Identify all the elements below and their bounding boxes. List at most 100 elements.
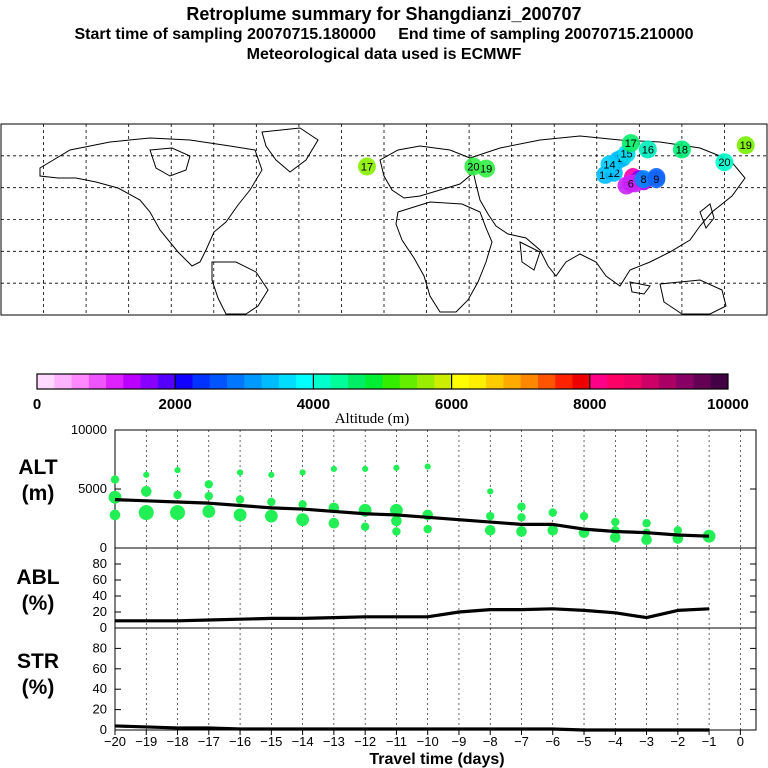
world-map: 1234567891011121314151617181920192017 xyxy=(0,123,768,316)
altitude-cluster-point xyxy=(362,465,369,473)
plume-marker-label: 20 xyxy=(467,161,479,173)
altitude-cluster-point xyxy=(138,505,154,521)
y-tick-label: 0 xyxy=(100,540,107,555)
colorbar-cell xyxy=(555,374,574,389)
altitude-cluster-point xyxy=(204,491,214,501)
colorbar-cell xyxy=(88,374,107,389)
colorbar-cell xyxy=(347,374,366,389)
altitude-cluster-point xyxy=(547,525,559,536)
colorbar-tick-label: 8000 xyxy=(573,396,606,413)
plume-marker-label: 6 xyxy=(628,178,634,190)
colorbar-cell xyxy=(434,374,453,389)
panel-2-plot: 0 20 40 60 80 xyxy=(93,627,757,737)
panel-frame xyxy=(114,429,757,549)
abl-unit: (%) xyxy=(22,592,55,615)
sampling-end-label: End time of sampling xyxy=(398,26,561,43)
altitude-cluster-point xyxy=(328,517,340,529)
colorbar-cell xyxy=(537,374,556,389)
altitude-cluster-point xyxy=(264,509,278,523)
colorbar-cell xyxy=(520,374,539,389)
x-tick-label: −4 xyxy=(608,734,623,749)
altitude-colorbar: 0 2000 4000 6000 8000 10000 Altitude (m) xyxy=(33,373,749,427)
colorbar-cell xyxy=(261,374,280,389)
colorbar-cell xyxy=(37,374,55,389)
colorbar-ticks: 0 2000 4000 6000 8000 10000 xyxy=(33,374,749,413)
series-line xyxy=(114,724,710,732)
x-tick-label: −1 xyxy=(702,734,717,749)
y-tick-label: 60 xyxy=(93,572,107,587)
colorbar-cell xyxy=(330,374,349,389)
altitude-cluster-point xyxy=(609,532,621,543)
altitude-cluster-point xyxy=(360,522,370,531)
plume-markers: 1234567891011121314151617181920192017 xyxy=(357,134,755,195)
y-tick-label: 20 xyxy=(93,702,107,717)
x-tick-label: −13 xyxy=(323,734,345,749)
colorbar-cell xyxy=(365,374,383,389)
altitude-cluster-point xyxy=(173,490,182,500)
str-unit: (%) xyxy=(22,676,55,699)
colorbar-tick-label: 2000 xyxy=(159,396,192,413)
colorbar-cell xyxy=(175,374,193,389)
plume-marker xyxy=(672,140,691,159)
sampling-start-value: 20070715.180000 xyxy=(246,26,376,43)
colorbar-cell xyxy=(451,374,470,389)
altitude-cluster-point xyxy=(108,490,122,504)
altitude-cluster-point xyxy=(109,509,121,521)
colorbar-cell xyxy=(710,374,729,389)
colorbar-frame xyxy=(36,373,729,390)
y-tick-label: 0 xyxy=(100,722,107,737)
plume-marker-label: 16 xyxy=(642,144,654,156)
x-tick-label: −5 xyxy=(577,734,592,749)
plume-marker xyxy=(600,155,619,174)
colorbar-cell xyxy=(227,374,245,389)
series-line xyxy=(115,607,710,623)
colorbar-cell xyxy=(123,374,142,389)
altitude-cluster-point xyxy=(517,513,526,522)
plume-marker-label: 17 xyxy=(625,138,637,150)
plume-marker xyxy=(357,157,376,176)
colorbar-cell xyxy=(693,374,712,389)
colorbar-cell xyxy=(296,374,314,389)
colorbar-cell xyxy=(106,374,124,389)
x-tick-label: −3 xyxy=(639,734,654,749)
x-tick-label: −15 xyxy=(260,734,282,749)
altitude-cluster-point xyxy=(393,464,400,471)
abl-label: ABL xyxy=(16,566,59,589)
altitude-cluster-point xyxy=(110,475,120,484)
altitude-cluster-point xyxy=(391,515,402,527)
coastlines xyxy=(39,127,746,315)
x-tick-label: −8 xyxy=(483,734,498,749)
x-tick-label: 0 xyxy=(737,734,744,749)
colorbar-cell xyxy=(417,374,435,389)
panel-0-plot: 0 5000 10000 xyxy=(71,422,757,555)
y-tick-label: 80 xyxy=(93,640,107,655)
colorbar-cell xyxy=(209,374,228,389)
altitude-cluster-point xyxy=(268,471,275,478)
altitude-cluster-point xyxy=(299,469,306,476)
colorbar-cell xyxy=(278,374,297,389)
plume-marker xyxy=(638,140,657,159)
plume-marker xyxy=(736,136,755,155)
x-tick-label: −19 xyxy=(135,734,157,749)
altitude-cluster-point xyxy=(487,488,494,495)
colorbar-cell xyxy=(589,374,608,389)
altitude-cluster-point xyxy=(170,505,186,521)
y-tick-label: 10000 xyxy=(71,422,107,437)
altitude-cluster-point xyxy=(143,471,150,478)
colorbar-tick-label: 4000 xyxy=(297,396,330,413)
altitude-cluster-point xyxy=(548,508,557,517)
x-tick-label: −20 xyxy=(104,734,126,749)
colorbar-cell xyxy=(641,374,660,389)
altitude-cluster-point xyxy=(296,513,310,527)
altitude-cluster-point xyxy=(330,465,337,473)
x-tick-label: −2 xyxy=(670,734,685,749)
y-tick-label: 40 xyxy=(93,588,107,603)
alt-unit: (m) xyxy=(22,482,55,505)
altitude-cluster-point xyxy=(641,534,652,546)
x-tick-label: −12 xyxy=(354,734,376,749)
x-tick-label: −9 xyxy=(452,734,467,749)
altitude-cluster-point xyxy=(486,511,495,521)
x-tick-label: −7 xyxy=(514,734,529,749)
